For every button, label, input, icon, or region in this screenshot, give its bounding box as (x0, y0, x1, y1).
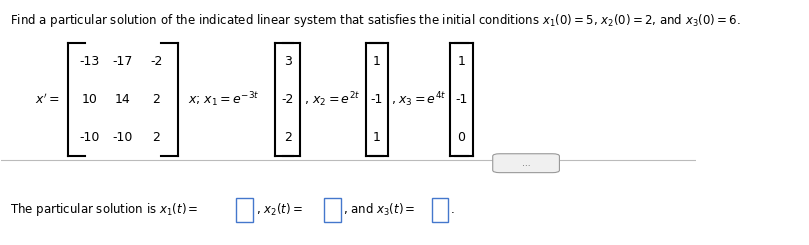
Text: Find a particular solution of the indicated linear system that satisfies the ini: Find a particular solution of the indica… (10, 12, 740, 29)
Bar (324, 197, 341, 222)
Text: , $x_2(t) =$: , $x_2(t) =$ (256, 202, 303, 218)
Text: 2: 2 (284, 131, 292, 144)
Text: -10: -10 (112, 131, 133, 144)
Bar (236, 197, 253, 222)
Text: The particular solution is $x_1(t) =$: The particular solution is $x_1(t) =$ (10, 201, 198, 218)
Text: 10: 10 (82, 93, 98, 106)
Text: $x' =$: $x' =$ (35, 92, 60, 107)
Text: 1: 1 (373, 55, 380, 68)
Text: ,: , (305, 93, 309, 106)
Text: -2: -2 (282, 93, 294, 106)
Text: ,: , (392, 93, 396, 106)
Text: 1: 1 (458, 55, 465, 68)
Text: 14: 14 (115, 93, 131, 106)
Text: -17: -17 (112, 55, 133, 68)
Text: -1: -1 (371, 93, 383, 106)
Text: 1: 1 (373, 131, 380, 144)
Text: $x$; $x_1 = e^{-3t}$: $x$; $x_1 = e^{-3t}$ (188, 90, 259, 109)
Text: -2: -2 (150, 55, 163, 68)
Text: -13: -13 (79, 55, 100, 68)
Bar (431, 197, 448, 222)
Text: -1: -1 (455, 93, 468, 106)
Text: ...: ... (522, 159, 531, 168)
Text: 0: 0 (457, 131, 465, 144)
Text: 2: 2 (152, 131, 160, 144)
Text: $x_3 = e^{4t}$: $x_3 = e^{4t}$ (397, 90, 446, 109)
Text: .: . (451, 203, 454, 216)
Text: 2: 2 (152, 93, 160, 106)
FancyBboxPatch shape (493, 154, 560, 173)
Text: , and $x_3(t) =$: , and $x_3(t) =$ (343, 202, 416, 218)
Text: 3: 3 (284, 55, 292, 68)
Text: $x_2 = e^{2t}$: $x_2 = e^{2t}$ (312, 90, 361, 109)
Text: -10: -10 (79, 131, 100, 144)
